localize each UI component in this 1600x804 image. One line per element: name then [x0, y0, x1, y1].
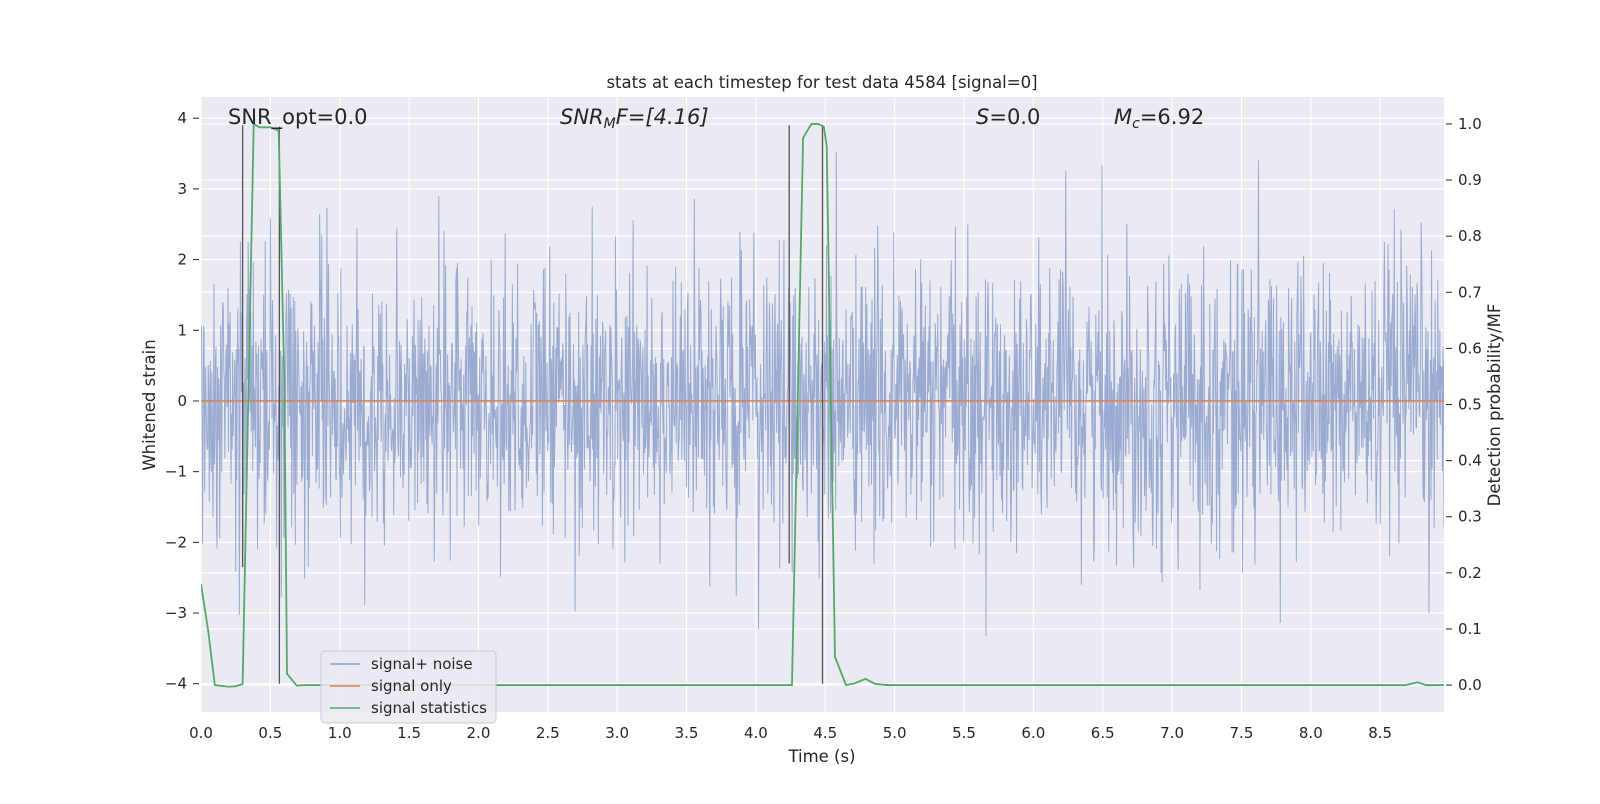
x-tick-label: 8.0 — [1299, 724, 1323, 742]
x-tick-label: 5.5 — [952, 724, 976, 742]
x-tick-label: 7.0 — [1160, 724, 1184, 742]
y-axis-label-right: Detection probability/MF — [1485, 304, 1504, 507]
y-tick-label-right: 1.0 — [1458, 115, 1482, 133]
y-axis-label-left: Whitened strain — [140, 339, 159, 470]
y-tick-label-right: 0.4 — [1458, 452, 1482, 470]
series-signal-statistics — [201, 122, 1444, 688]
x-tick-label: 2.0 — [467, 724, 491, 742]
y-tick-label-left: −4 — [165, 675, 187, 693]
annotation-snr-opt: SNR_opt=0.0 — [228, 105, 368, 130]
y-tick-label-right: 0.2 — [1458, 564, 1482, 582]
y-tick-label-left: 1 — [177, 321, 187, 339]
x-tick-label: 6.0 — [1021, 724, 1045, 742]
y-tick-label-left: −2 — [165, 533, 187, 551]
legend-frame — [320, 650, 497, 724]
statistics-line — [201, 122, 1444, 688]
tick-labels: 0.0 0.5 1.0 1.5 2.0 2.5 3.0 3.5 4.0 4.5 5.0 5.5 6.0 6… — [165, 109, 1482, 742]
y-tick-label-left: −3 — [165, 604, 187, 622]
legend: signal+ noise signal only signal statist… — [320, 650, 497, 724]
y-tick-label-right: 0.5 — [1458, 396, 1482, 414]
x-tick-label: 2.5 — [536, 724, 560, 742]
y-tick-label-left: −1 — [165, 463, 187, 481]
x-axis-label: Time (s) — [787, 747, 855, 766]
y-tick-label-right: 0.0 — [1458, 676, 1482, 694]
x-tick-label: 4.0 — [744, 724, 768, 742]
vertical-markers — [241, 125, 824, 684]
y-tick-label-right: 0.6 — [1458, 339, 1482, 357]
y-tick-label-right: 0.1 — [1458, 620, 1482, 638]
annotation-snr-mf: SNRMF=[4.16] — [560, 105, 709, 132]
x-tick-label: 1.5 — [397, 724, 421, 742]
annotation-s: S=0.0 — [976, 105, 1040, 129]
x-tick-label: 0.0 — [189, 724, 213, 742]
y-tick-label-left: 2 — [177, 251, 187, 269]
y-tick-label-right: 0.7 — [1458, 283, 1482, 301]
y-tick-label-left: 4 — [177, 109, 187, 127]
x-tick-label: 1.0 — [328, 724, 352, 742]
y-tick-label-right: 0.8 — [1458, 227, 1482, 245]
x-tick-label: 4.5 — [813, 724, 837, 742]
y-tick-label-left: 3 — [177, 180, 187, 198]
legend-label-signal-only: signal only — [371, 677, 452, 695]
x-tick-label: 5.0 — [883, 724, 907, 742]
x-tick-label: 3.5 — [675, 724, 699, 742]
y-tick-label-left: 0 — [177, 392, 187, 410]
x-tick-label: 7.5 — [1230, 724, 1254, 742]
legend-label-signal-noise: signal+ noise — [371, 655, 473, 673]
x-tick-label: 8.5 — [1368, 724, 1392, 742]
annotation-mc: Mc=6.92 — [1114, 105, 1204, 132]
legend-label-signal-statistics: signal statistics — [371, 699, 487, 717]
y-tick-label-right: 0.9 — [1458, 171, 1482, 189]
x-tick-label: 0.5 — [258, 724, 282, 742]
x-tick-label: 6.5 — [1091, 724, 1115, 742]
chart-title: stats at each timestep for test data 458… — [606, 73, 1037, 92]
y-tick-label-right: 0.3 — [1458, 508, 1482, 526]
x-tick-label: 3.0 — [605, 724, 629, 742]
